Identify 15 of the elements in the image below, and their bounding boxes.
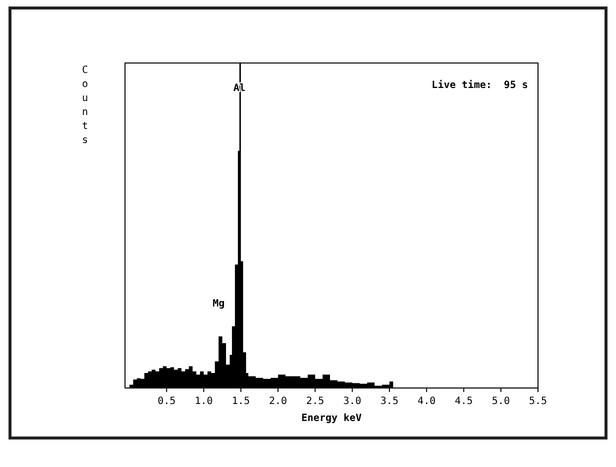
annotation: Live time: 95 s (432, 79, 528, 91)
x-tick-label: 2.0 (268, 396, 288, 407)
x-tick-label: 1.0 (194, 396, 213, 407)
x-tick-label: 3.0 (343, 396, 362, 407)
annotation: Mg (212, 298, 225, 310)
x-tick-label: 0.5 (158, 396, 176, 407)
x-tick-label: 4.0 (418, 396, 436, 407)
x-tick-label: 3.5 (380, 396, 398, 407)
x-axis-title: Energy keV (301, 413, 362, 424)
y-axis-title: Counts (82, 65, 88, 146)
x-tick-label: 5.0 (492, 396, 510, 407)
x-tick-label: 4.5 (454, 396, 473, 407)
x-tick-label: 2.5 (306, 396, 324, 407)
x-tick-label: 5.5 (528, 396, 548, 407)
x-tick-label: 1.5 (232, 396, 250, 407)
